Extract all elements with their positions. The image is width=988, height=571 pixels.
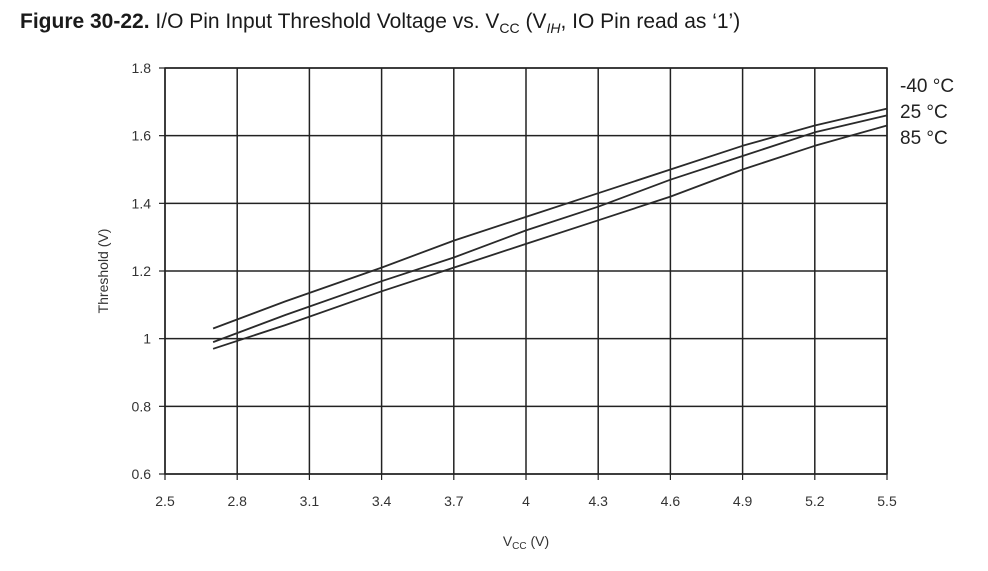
x-tick-label: 5.5 [877,493,897,509]
figure-title: Figure 30-22. I/O Pin Input Threshold Vo… [20,10,740,36]
series-line [212,114,888,343]
x-tick-label: 2.5 [155,493,175,509]
x-tick-label: 5.2 [805,493,825,509]
x-axis-title-unit: (V) [527,533,550,549]
y-tick-label: 1.4 [132,195,152,211]
x-tick-label: 3.7 [444,493,464,509]
y-tick-label: 1 [143,331,151,347]
x-tick-label: 2.8 [227,493,247,509]
y-tick-label: 0.6 [132,466,152,482]
y-tick-label: 1.6 [132,128,152,144]
figure-title-sub-ih: IH [546,20,561,37]
x-axis-title: VCC (V) [503,533,549,552]
x-tick-label: 4 [522,493,530,509]
y-axis-title: Threshold (V) [95,229,111,314]
figure-label: Figure 30-22. [20,10,150,33]
legend: -40 °C 25 °C 85 °C [900,76,954,149]
x-tick-label: 4.9 [733,493,753,509]
x-axis-title-sub: CC [512,541,526,552]
legend-label: 85 °C [900,128,948,149]
x-tick-label: 4.6 [661,493,681,509]
tick-labels: 2.5 2.8 3.1 3.4 3.7 4 4.3 4.6 4.9 5.2 5.5 0.6 0.8 1 1.… [132,60,897,509]
legend-label: -40 °C [900,76,954,97]
series-line [212,107,888,330]
x-tick-label: 4.3 [588,493,608,509]
figure-title-text: I/O Pin Input Threshold Voltage vs. V [155,10,500,33]
y-tick-label: 1.8 [132,60,152,76]
figure-title-mid: (V [519,10,547,33]
x-tick-label: 3.1 [300,493,320,509]
x-tick-label: 3.4 [372,493,392,509]
series-lines [212,107,888,350]
figure-title-sub-cc: CC [499,20,520,37]
legend-label: 25 °C [900,102,948,123]
x-axis-title-main: V [503,533,513,549]
y-tick-label: 0.8 [132,398,152,414]
y-tick-label: 1.2 [132,263,152,279]
plot-frame [164,67,888,475]
figure-title-end: , IO Pin read as ‘1’) [560,10,741,33]
series-line [212,124,888,350]
grid [159,67,888,480]
